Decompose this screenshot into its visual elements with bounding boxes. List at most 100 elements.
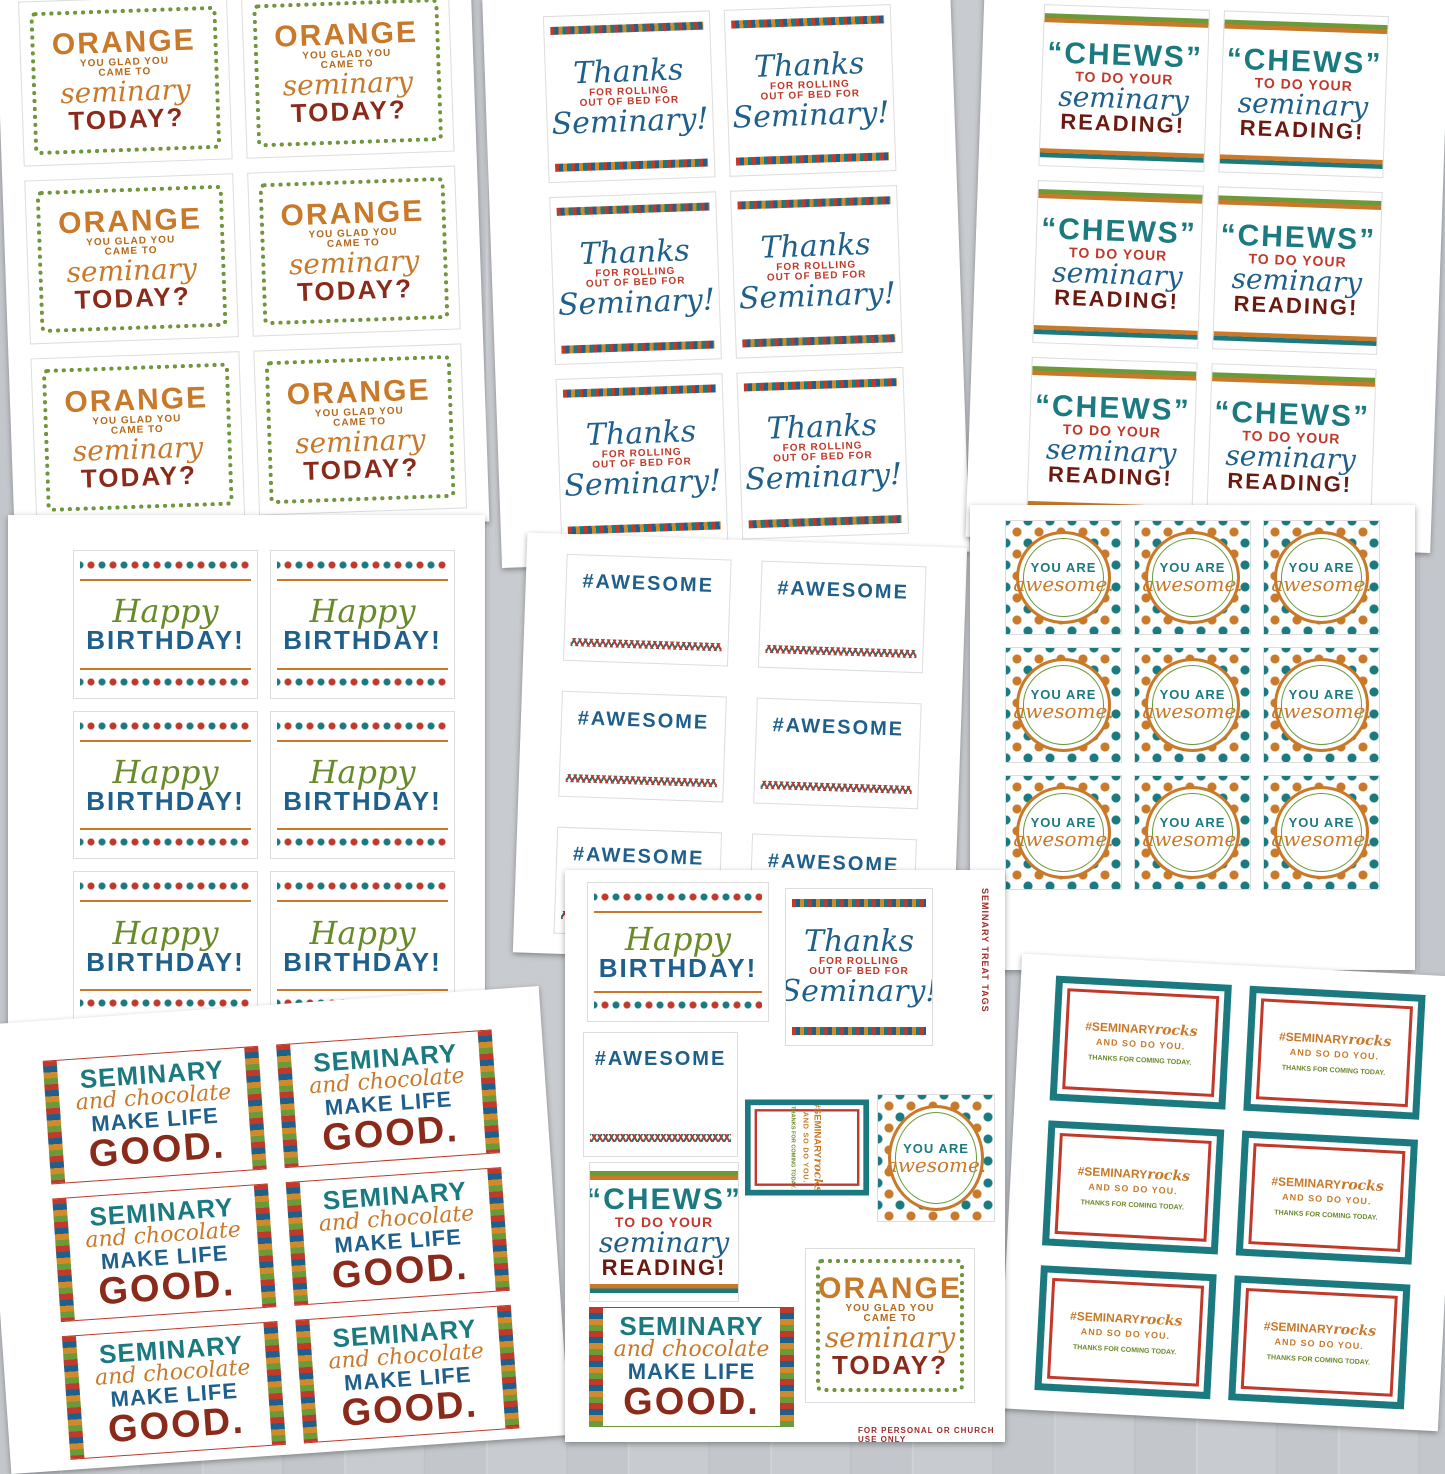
sheet-footer: FOR PERSONAL OR CHURCH USE ONLY	[858, 1426, 995, 1444]
tag-title: ORANGE	[818, 1271, 962, 1305]
tag-subtitle: YOU ARE	[1159, 814, 1226, 830]
chews-tag: “CHEWS” TO DO YOUR seminary READING!	[1038, 4, 1210, 173]
sheet-chews-tags: “CHEWS” TO DO YOUR seminary READING! “CHEWS”…	[965, 0, 1445, 553]
tag-footer-text: THANKS FOR COMING TODAY.	[790, 1106, 796, 1189]
tag-title: #AWESOME	[582, 570, 715, 597]
chews-tag: “CHEWS” TO DO YOUR seminary READING!	[1026, 356, 1198, 525]
choc-tag: SEMINARY and chocolate MAKE LIFE GOOD.	[52, 1183, 277, 1323]
tag-title: #AWESOME	[577, 706, 710, 734]
tag-script: Happy	[112, 913, 219, 952]
thanks-tag: Thanks FOR ROLLING OUT OF BED FOR Seminary!	[785, 888, 933, 1046]
tag-script: awesome.	[1142, 699, 1243, 724]
circle-tag: YOU ARE awesome.	[1134, 774, 1251, 890]
rocks-tag: #SEMINARYrocks AND SO DO YOU. THANKS FOR C…	[1228, 1275, 1411, 1410]
thanks-tag: Thanks FOR ROLLING OUT OF BED FOR Seminary!	[723, 4, 897, 178]
tag-script: Thanks	[572, 52, 684, 91]
tag-title: BIRTHDAY!	[86, 785, 245, 816]
sampler-slot: Thanks FOR ROLLING OUT OF BED FOR Seminary!	[785, 888, 933, 1046]
tag-title: #SEMINARYrocks	[1279, 1029, 1392, 1050]
hash-tag: #AWESOME	[583, 1032, 738, 1157]
tag-script: seminary	[598, 1226, 730, 1259]
tag-footer-text: READING!	[1233, 291, 1359, 321]
sampler-slot: YOU ARE awesome.	[877, 1094, 995, 1222]
tag-footer-text: THANKS FOR COMING TODAY.	[1072, 1343, 1177, 1356]
rocks-tag: #SEMINARYrocks AND SO DO YOU. THANKS FOR C…	[1243, 985, 1426, 1120]
tag-title: “CHEWS”	[1040, 212, 1198, 252]
dotted-border	[264, 355, 456, 505]
tag-title: #SEMINARYrocks	[1084, 1018, 1198, 1040]
circle-tag: YOU ARE awesome.	[1263, 520, 1380, 636]
tag-title-text: #SEMINARY	[1271, 1173, 1342, 1192]
tag-subtitle: CAME TO	[863, 1312, 917, 1324]
tag-subtitle: YOU ARE	[1030, 560, 1097, 576]
tag-title: BIRTHDAY!	[598, 953, 758, 983]
tag-title: “CHEWS”	[1213, 395, 1371, 434]
circle-tag: YOU ARE awesome.	[877, 1094, 995, 1222]
tag-subtitle: OUT OF BED FOR	[809, 966, 909, 977]
tag-footer-text: READING!	[1047, 461, 1174, 491]
tag-footer-text: GOOD.	[97, 1261, 237, 1314]
tag-title: #SEMINARYrocks	[811, 1102, 825, 1193]
sheet-birthday-tags: Happy BIRTHDAY! Happy BIRTHDAY! Happy BIRTHDA…	[8, 515, 485, 1040]
tag-subtitle: AND SO DO YOU.	[1095, 1036, 1186, 1051]
chews-tag: “CHEWS” TO DO YOUR seminary READING!	[1211, 186, 1383, 355]
tag-script: Seminary!	[563, 463, 722, 505]
tag-subtitle: FOR ROLLING	[819, 956, 899, 967]
tag-footer-text: GOOD.	[340, 1383, 480, 1435]
sheet-rocks-tags: #SEMINARYrocks AND SO DO YOU. THANKS FOR C…	[998, 953, 1445, 1432]
sampler-slot: ORANGE YOU GLAD YOU CAME TO seminary TODAY?	[805, 1248, 975, 1403]
orange-tag: ORANGE YOU GLAD YOU CAME TO seminary TODAY?	[240, 0, 455, 159]
rocks-tag: #SEMINARYrocks AND SO DO YOU. THANKS FOR C…	[1049, 975, 1232, 1110]
thanks-tag: Thanks FOR ROLLING OUT OF BED FOR Seminary!	[542, 10, 716, 184]
tag-footer-text: READING!	[1227, 467, 1353, 498]
tag-title: BIRTHDAY!	[86, 946, 245, 977]
tag-footer-text: THANKS FOR COMING TODAY.	[1087, 1053, 1192, 1067]
circle-tag: YOU ARE awesome.	[1005, 774, 1122, 890]
tag-title-text: #SEMINARY	[1084, 1018, 1156, 1037]
tag-script: rocks	[1146, 1166, 1191, 1185]
circle-frame	[1016, 531, 1111, 625]
orange-tag: ORANGE YOU GLAD YOU CAME TO seminary TODAY?	[252, 343, 467, 516]
tag-subtitle: AND SO DO YOU.	[1274, 1336, 1365, 1351]
tag-footer-text: GOOD.	[320, 1107, 461, 1160]
tag-script: seminary	[824, 1320, 956, 1354]
tag-script: Seminary!	[738, 276, 897, 317]
tag-title: SEMINARY	[619, 1311, 764, 1341]
tag-subtitle: YOU ARE	[1288, 687, 1355, 703]
tag-title: #AWESOME	[572, 843, 705, 871]
circle-tag: YOU ARE awesome.	[1263, 774, 1380, 890]
tag-script: awesome.	[1142, 572, 1243, 597]
hash-tag: #AWESOME	[563, 553, 732, 667]
circle-frame	[1274, 785, 1369, 879]
tag-script: rocks	[811, 1158, 825, 1193]
tag-subtitle: YOU ARE	[1288, 560, 1355, 576]
tag-footer-text: GOOD.	[623, 1381, 760, 1423]
tag-title: #AWESOME	[772, 713, 905, 741]
tag-title: “CHEWS”	[1034, 388, 1192, 428]
circle-tag: YOU ARE awesome.	[1134, 647, 1251, 763]
circle-frame	[1145, 531, 1240, 625]
tag-subtitle: YOU ARE	[1159, 560, 1226, 576]
tag-title: “CHEWS”	[1046, 36, 1204, 75]
orange-tag: ORANGE YOU GLAD YOU CAME TO seminary TODAY?	[18, 0, 233, 167]
choc-tag: SEMINARY and chocolate MAKE LIFE GOOD.	[276, 1029, 501, 1169]
tag-title: “CHEWS”	[1226, 42, 1383, 82]
tag-script: awesome.	[1142, 826, 1243, 851]
tag-script: Seminary!	[551, 101, 710, 142]
tag-script: rocks	[1154, 1021, 1198, 1040]
bday-tag: Happy BIRTHDAY!	[73, 550, 258, 699]
sampler-slot: Happy BIRTHDAY!	[587, 882, 769, 1022]
tag-footer-text: GOOD.	[106, 1399, 247, 1452]
tag-subtitle: YOU ARE	[1030, 814, 1097, 830]
tag-footer-text: READING!	[1053, 285, 1180, 315]
tag-title: #SEMINARYrocks	[1077, 1164, 1191, 1185]
tag-subtitle: YOU ARE	[1159, 687, 1226, 703]
tag-script: Seminary!	[557, 282, 716, 323]
tag-title-text: #SEMINARY	[812, 1102, 824, 1159]
rocks-tag: #SEMINARYrocks AND SO DO YOU. THANKS FOR C…	[745, 1099, 869, 1196]
tag-title: BIRTHDAY!	[283, 625, 442, 656]
sheet-chocolate-tags: SEMINARY and chocolate MAKE LIFE GOOD. SEMIN…	[0, 986, 571, 1474]
tag-script: Thanks	[803, 924, 915, 959]
circle-frame	[888, 1105, 984, 1211]
sheet-thanks-tags: Thanks FOR ROLLING OUT OF BED FOR Seminary!…	[482, 0, 970, 568]
